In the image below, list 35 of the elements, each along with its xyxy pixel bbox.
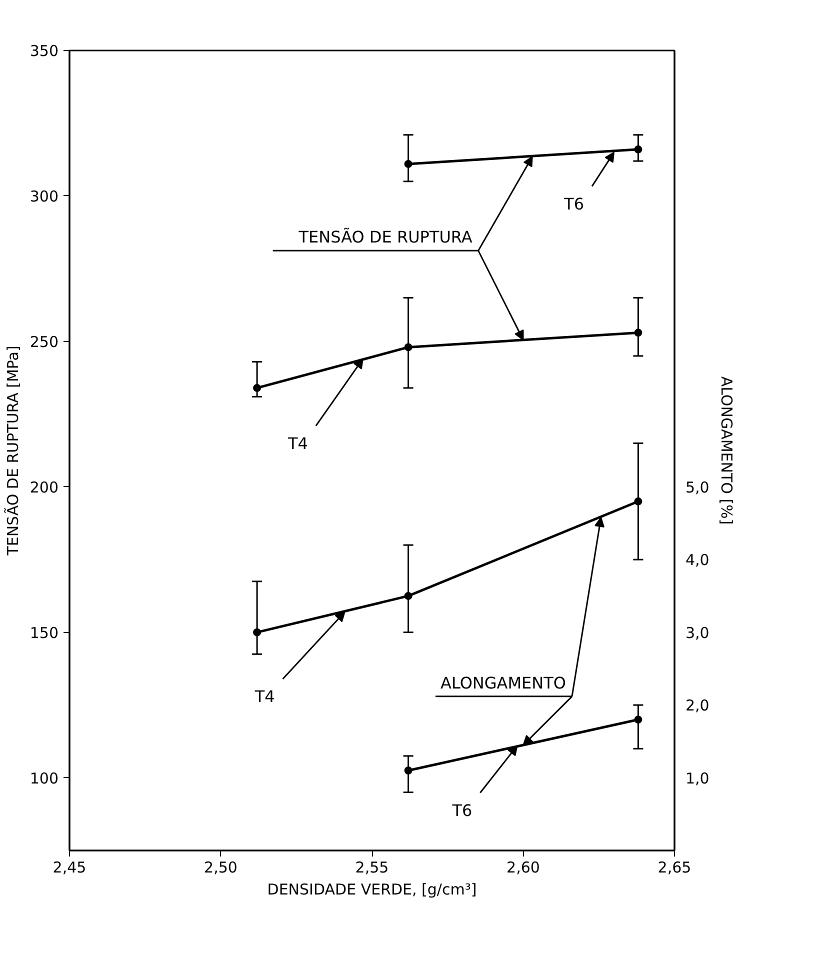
annotation: T6 [563,194,584,214]
y-tick-label: 150 [30,624,59,642]
y2-tick-label: 4,0 [686,551,710,570]
y-tick-label: 200 [30,478,59,496]
y-tick-label: 250 [30,332,59,351]
y-tick-label: 350 [30,42,59,60]
x-tick-label: 2,45 [52,858,86,876]
y2-axis-title: ALONGAMENTO [%] [717,376,736,525]
annotation: ALONGAMENTO [440,673,566,692]
x-tick-label: 2,60 [506,858,540,876]
point [404,343,412,352]
y2-tick-label: 2,0 [686,696,710,715]
point [634,328,642,337]
annotation: T6 [451,800,472,820]
annotation: T4 [286,434,308,453]
x-tick-label: 2,50 [204,858,238,876]
y2-tick-label: 3,0 [686,624,710,642]
point [634,716,642,724]
y2-tick-label: 5,0 [686,478,710,496]
annotation: TENSÃO DE RUPTURA [298,228,472,247]
point [253,384,262,392]
annotation: T4 [254,686,275,706]
y-axis-title: TENSÃO DE RUPTURA [MPa] [4,346,22,556]
point [404,766,412,774]
point [634,497,642,506]
y-tick-label: 300 [30,187,59,206]
x-tick-label: 2,65 [658,858,692,876]
point [404,592,412,600]
point [634,145,642,154]
point [253,628,262,636]
x-axis-title: DENSIDADE VERDE, [g/cm³] [267,880,477,898]
y2-tick-label: 1,0 [686,769,710,788]
x-tick-label: 2,55 [355,858,389,876]
point [404,160,412,168]
y-tick-label: 100 [30,769,59,788]
